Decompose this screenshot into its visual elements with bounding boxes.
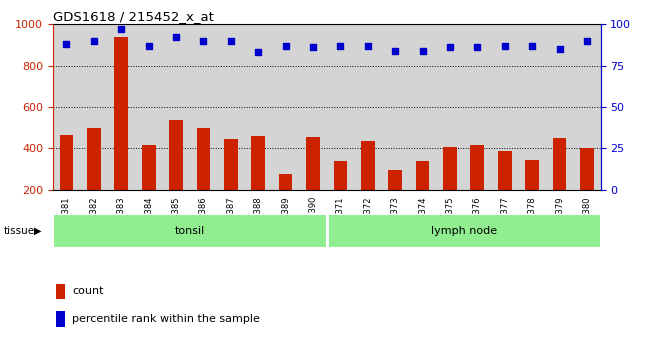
- Bar: [580, 148, 594, 190]
- Bar: [224, 139, 238, 190]
- Point: [554, 46, 565, 52]
- Point: [527, 43, 537, 48]
- Bar: [361, 141, 375, 190]
- Bar: [197, 128, 211, 190]
- Bar: [114, 37, 128, 190]
- Point: [308, 45, 318, 50]
- Point: [171, 34, 182, 40]
- Text: percentile rank within the sample: percentile rank within the sample: [72, 314, 260, 324]
- Point: [335, 43, 346, 48]
- Point: [198, 38, 209, 43]
- Bar: [498, 151, 512, 190]
- Point: [581, 38, 592, 43]
- Bar: [416, 161, 430, 190]
- Bar: [327, 214, 601, 248]
- Bar: [525, 160, 539, 190]
- Bar: [169, 120, 183, 190]
- Text: GDS1618 / 215452_x_at: GDS1618 / 215452_x_at: [53, 10, 214, 23]
- Bar: [55, 284, 65, 299]
- Point: [500, 43, 510, 48]
- Bar: [388, 170, 402, 190]
- Bar: [55, 311, 65, 327]
- Point: [226, 38, 236, 43]
- Point: [472, 45, 482, 50]
- Bar: [59, 135, 73, 190]
- Point: [417, 48, 428, 53]
- Text: tissue: tissue: [3, 226, 34, 236]
- Point: [362, 43, 373, 48]
- Point: [88, 38, 99, 43]
- Text: ▶: ▶: [34, 226, 42, 236]
- Bar: [142, 145, 156, 190]
- Bar: [306, 137, 320, 190]
- Bar: [251, 136, 265, 190]
- Bar: [279, 174, 292, 190]
- Bar: [87, 128, 101, 190]
- Point: [253, 50, 263, 55]
- Bar: [443, 147, 457, 190]
- Point: [390, 48, 401, 53]
- Point: [445, 45, 455, 50]
- Text: tonsil: tonsil: [175, 226, 205, 236]
- Point: [143, 43, 154, 48]
- Bar: [333, 161, 347, 190]
- Bar: [53, 214, 327, 248]
- Point: [116, 26, 127, 32]
- Bar: [471, 145, 484, 190]
- Point: [280, 43, 291, 48]
- Point: [61, 41, 72, 47]
- Text: lymph node: lymph node: [430, 226, 497, 236]
- Text: count: count: [72, 286, 104, 296]
- Bar: [552, 138, 566, 190]
